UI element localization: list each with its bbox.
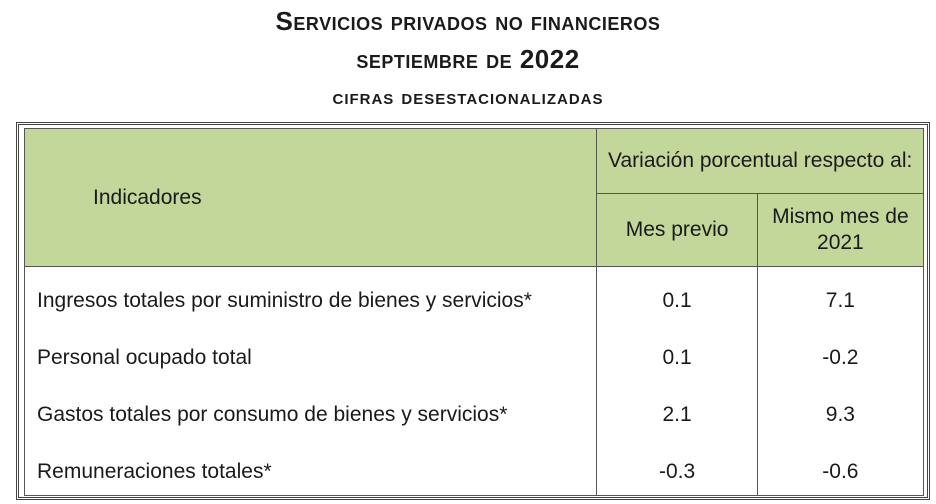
row-mismo-mes: 7.1 xyxy=(756,266,925,335)
table-row: Gastos totales por consumo de bienes y s… xyxy=(23,381,925,449)
row-mes-previo: 0.1 xyxy=(596,335,758,381)
row-indicador: Gastos totales por consumo de bienes y s… xyxy=(23,381,598,449)
row-mes-previo: 2.1 xyxy=(596,381,758,449)
table-row: Personal ocupado total 0.1 -0.2 xyxy=(23,335,925,381)
header-mes-previo: Mes previo xyxy=(596,193,758,267)
row-mes-previo: -0.3 xyxy=(596,449,758,496)
title-line-3: cifras desestacionalizadas xyxy=(332,84,604,109)
indicators-table: Indicadores Variación porcentual respect… xyxy=(23,128,925,496)
row-indicador: Remuneraciones totales* xyxy=(23,449,598,496)
table-frame xyxy=(16,122,930,500)
table-row: Ingresos totales por suministro de biene… xyxy=(23,266,925,335)
title-line-2: septiembre de 2022 xyxy=(356,44,580,74)
row-mismo-mes: -0.6 xyxy=(756,449,925,496)
header-indicadores: Indicadores xyxy=(23,128,598,267)
header-mismo-mes: Mismo mes de 2021 xyxy=(756,193,925,267)
row-indicador: Ingresos totales por suministro de biene… xyxy=(23,266,598,335)
row-indicador: Personal ocupado total xyxy=(23,335,598,381)
row-mes-previo: 0.1 xyxy=(596,266,758,335)
row-mismo-mes: 9.3 xyxy=(756,381,925,449)
row-mismo-mes: -0.2 xyxy=(756,335,925,381)
table-row: Remuneraciones totales* -0.3 -0.6 xyxy=(23,449,925,496)
title-line-1: Servicios privados no financieros xyxy=(275,6,661,36)
header-variacion: Variación porcentual respecto al: xyxy=(596,128,924,194)
